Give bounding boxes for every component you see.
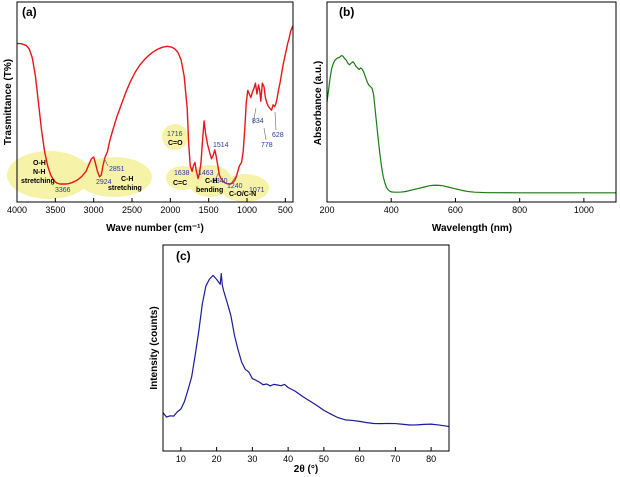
x-tick-label: 200: [319, 205, 334, 215]
x-axis-ticks-b: 200 400 600 800 1000: [319, 198, 594, 215]
y-axis-label-c: Intensity (counts): [149, 306, 160, 389]
x-tick-label: 1000: [574, 205, 594, 215]
label-ch-stretching: stretching: [108, 185, 142, 192]
peak-label-1716: 1716: [167, 131, 183, 138]
panel-a-ftir: 4000 3500 3000 2500 2000 1500 1000 500 (a) 3366…: [3, 1, 294, 234]
plot-frame-a: [16, 1, 294, 203]
highlight-oh-stretching: [7, 151, 91, 199]
label-nh: N-H: [33, 169, 45, 176]
x-tick-label: 40: [283, 454, 293, 464]
x-tick-label: 800: [512, 205, 527, 215]
peak-label-1514: 1514: [213, 142, 229, 149]
x-tick-label: 30: [247, 454, 257, 464]
x-tick-label: 400: [384, 205, 399, 215]
y-axis-label-a: Trasmittance (T%): [3, 59, 14, 145]
xrd-line: [162, 273, 450, 428]
x-tick-label: 3500: [45, 205, 65, 215]
xrd-series-group: [162, 273, 450, 428]
highlight-co: [162, 124, 188, 150]
peak-label-628: 628: [272, 132, 284, 139]
plot-frame-c: [162, 244, 450, 452]
peak-label-3366: 3366: [55, 187, 71, 194]
x-axis-ticks-a: 4000 3500 3000 2500 2000 1500 1000 500: [7, 198, 293, 215]
panel-b-uvvis: 200 400 600 800 1000 (b) Wavelength (nm) Abs…: [313, 1, 617, 234]
uv-series-group: [326, 54, 616, 194]
peak-label-1071: 1071: [249, 187, 265, 194]
label-ch-bending-2: bending: [196, 187, 223, 194]
label-ch-bending-1: C-H: [205, 178, 217, 185]
x-tick-label: 80: [426, 454, 436, 464]
x-axis-label-c: 2θ (°): [294, 464, 318, 475]
peak-leader-lines: [103, 107, 277, 186]
peak-label-2851: 2851: [109, 166, 125, 173]
panel-label-b: (b): [339, 5, 354, 19]
x-tick-label: 20: [212, 454, 222, 464]
peak-label-834: 834: [252, 118, 264, 125]
peak-label-2924: 2924: [96, 179, 112, 186]
x-tick-label: 1000: [237, 205, 257, 215]
uv-line: [326, 54, 616, 194]
highlight-ch-stretching: [76, 157, 152, 197]
x-tick-label: 10: [176, 454, 186, 464]
x-tick-label: 3000: [84, 205, 104, 215]
ftir-series-group: [17, 25, 294, 185]
label-co-cn: C-O/C-N: [229, 191, 256, 198]
panel-c-xrd: 10 20 30 40 50 60 70 80 (c) 2θ (°) Intensity (c…: [149, 244, 450, 475]
x-tick-label: 600: [448, 205, 463, 215]
label-ch: C-H: [121, 176, 133, 183]
x-tick-label: 50: [319, 454, 329, 464]
x-axis-ticks-c: 10 20 30 40 50 60 70 80: [176, 447, 436, 464]
panel-label-a: (a): [22, 5, 37, 19]
x-tick-label: 4000: [7, 205, 27, 215]
x-tick-label: 2000: [160, 205, 180, 215]
x-tick-label: 2500: [122, 205, 142, 215]
x-tick-label: 70: [390, 454, 400, 464]
x-axis-label-a: Wave number (cm⁻¹): [106, 223, 204, 234]
label-c-c: C=C: [173, 180, 187, 187]
x-axis-label-b: Wavelength (nm): [432, 223, 512, 234]
x-tick-label: 500: [278, 205, 293, 215]
label-oh-stretching: stretching: [21, 178, 55, 185]
label-c-o: C=O: [168, 140, 183, 147]
y-axis-label-b: Absorbance (a.u.): [313, 61, 324, 145]
peak-label-778: 778: [261, 142, 273, 149]
peak-label-1638: 1638: [174, 170, 190, 177]
plot-frame-b: [326, 1, 617, 203]
x-tick-label: 60: [355, 454, 365, 464]
peak-label-1340: 1340: [212, 178, 228, 185]
x-tick-label: 1500: [199, 205, 219, 215]
panel-label-c: (c): [176, 249, 191, 263]
ftir-line: [17, 25, 294, 185]
peak-label-1240: 1240: [227, 183, 243, 190]
label-oh: O-H: [33, 160, 46, 167]
peak-label-1463: 1463: [198, 170, 214, 177]
